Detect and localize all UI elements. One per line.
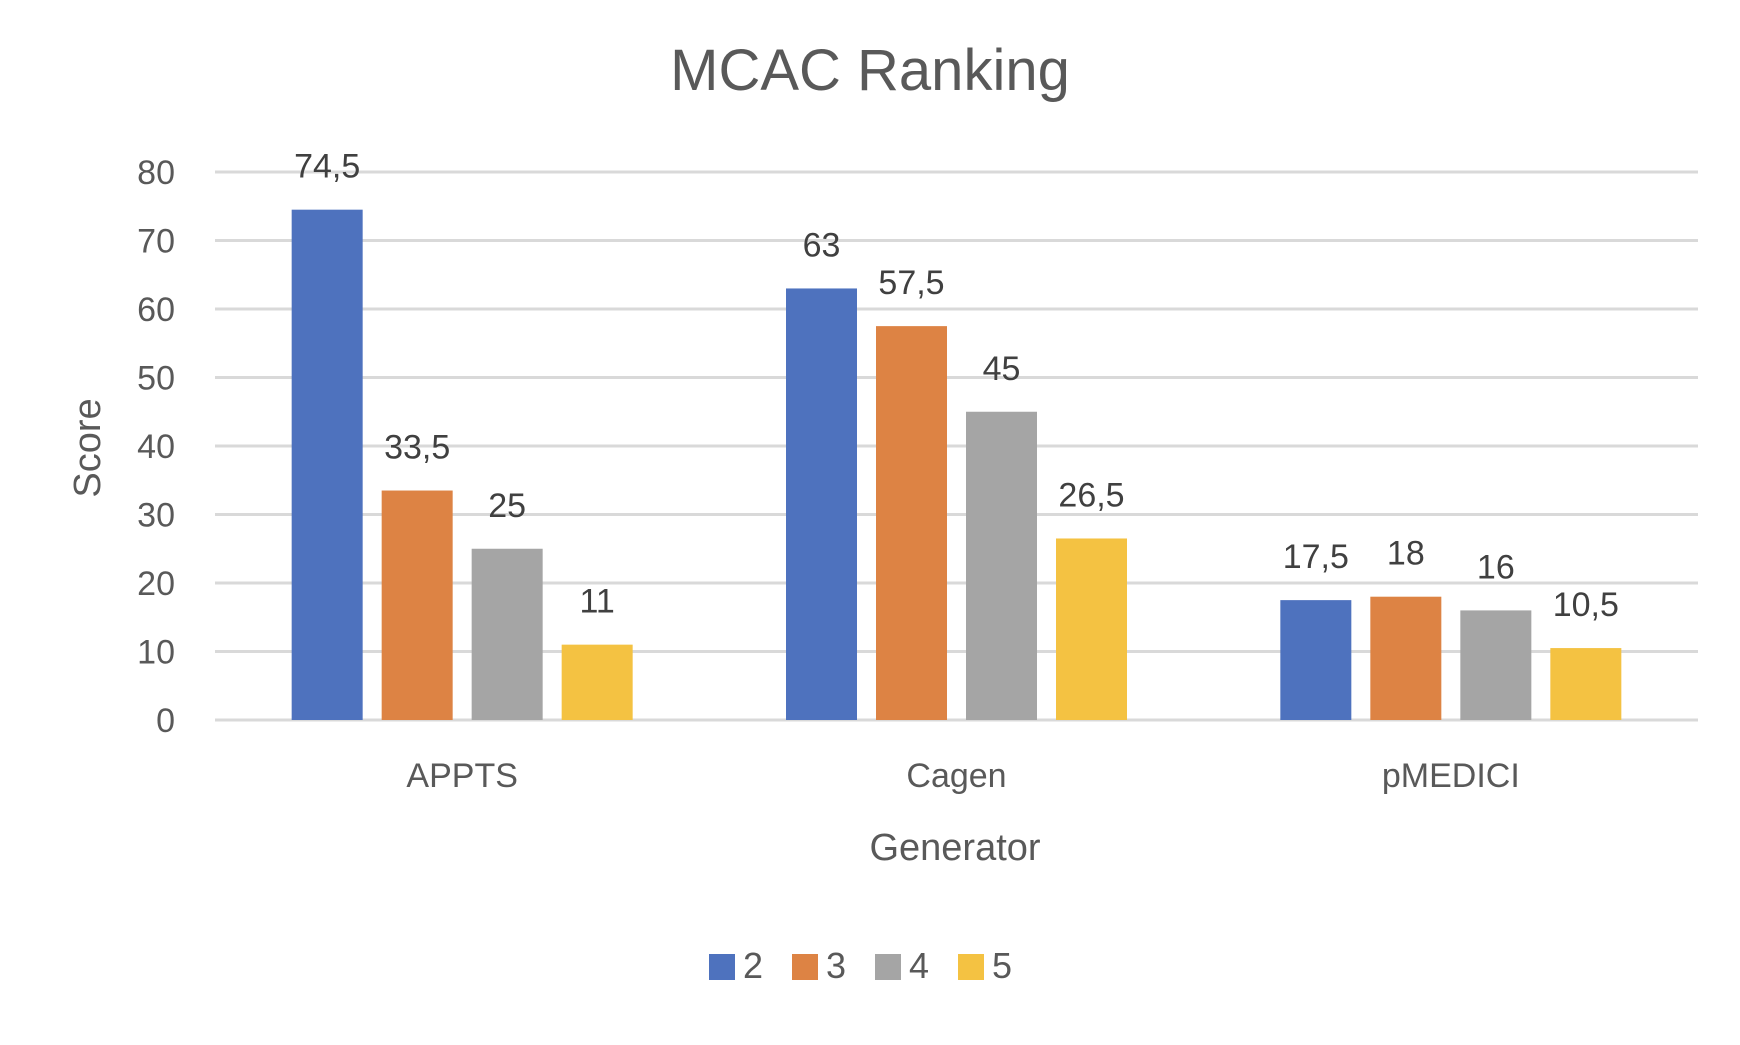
legend-swatch bbox=[709, 954, 735, 980]
data-label: 63 bbox=[803, 226, 841, 264]
data-label: 57,5 bbox=[878, 264, 944, 302]
data-label: 10,5 bbox=[1553, 586, 1619, 624]
bar-pmedici-series-3 bbox=[1370, 596, 1442, 720]
data-label: 16 bbox=[1477, 548, 1515, 586]
legend-label: 5 bbox=[992, 945, 1012, 986]
y-tick-label: 30 bbox=[137, 497, 175, 535]
y-tick-label: 10 bbox=[137, 634, 175, 672]
y-tick-label: 40 bbox=[137, 428, 175, 466]
data-label: 17,5 bbox=[1283, 538, 1349, 576]
y-tick-label: 80 bbox=[137, 154, 175, 192]
legend-label: 4 bbox=[909, 945, 929, 986]
bar-cagen-series-5 bbox=[1056, 538, 1127, 720]
legend: 2 3 4 5 bbox=[709, 945, 1012, 986]
bar-pmedici-series-5 bbox=[1550, 648, 1622, 720]
gridlines bbox=[215, 170, 1698, 722]
legend-swatch bbox=[792, 954, 818, 980]
legend-swatch bbox=[875, 954, 901, 980]
bar-appts-series-5 bbox=[561, 644, 633, 720]
data-label: 45 bbox=[983, 350, 1021, 388]
bar-appts-series-4 bbox=[471, 548, 543, 720]
legend-swatch bbox=[958, 954, 984, 980]
legend-label: 3 bbox=[826, 945, 846, 986]
x-category-label: Cagen bbox=[906, 757, 1006, 795]
y-tick-label: 50 bbox=[137, 360, 175, 398]
y-tick-label: 20 bbox=[137, 565, 175, 603]
data-label: 33,5 bbox=[384, 429, 450, 467]
y-tick-label: 60 bbox=[137, 291, 175, 329]
bar-pmedici-series-4 bbox=[1460, 610, 1532, 720]
x-axis-title: Generator bbox=[869, 827, 1040, 869]
data-label: 74,5 bbox=[294, 148, 360, 186]
legend-label: 2 bbox=[743, 945, 763, 986]
data-label: 18 bbox=[1387, 535, 1425, 573]
data-label: 25 bbox=[488, 487, 526, 525]
data-labels: 74,5 33,5 25 11 63 57,5 45 26,5 17,5 18 16 10,5 bbox=[294, 148, 1619, 624]
bar-appts-series-2 bbox=[291, 209, 363, 721]
bar-cagen-series-4 bbox=[966, 411, 1037, 720]
bar-pmedici-series-2 bbox=[1280, 600, 1352, 720]
y-axis-title: Score bbox=[67, 398, 109, 497]
chart-title: MCAC Ranking bbox=[670, 38, 1070, 103]
bars bbox=[291, 209, 1622, 721]
x-category-label: pMEDICI bbox=[1382, 757, 1520, 795]
bar-appts-series-3 bbox=[381, 490, 453, 720]
bar-cagen-series-2 bbox=[786, 288, 857, 720]
data-label: 11 bbox=[580, 583, 615, 621]
bar-cagen-series-3 bbox=[876, 326, 947, 720]
x-category-label: APPTS bbox=[406, 757, 517, 795]
x-axis-categories: APPTS Cagen pMEDICI bbox=[406, 757, 1519, 795]
data-label: 26,5 bbox=[1058, 476, 1124, 514]
y-axis-ticks: 0 10 20 30 40 50 60 70 80 bbox=[137, 154, 175, 740]
y-tick-label: 70 bbox=[137, 223, 175, 261]
y-tick-label: 0 bbox=[156, 702, 175, 740]
